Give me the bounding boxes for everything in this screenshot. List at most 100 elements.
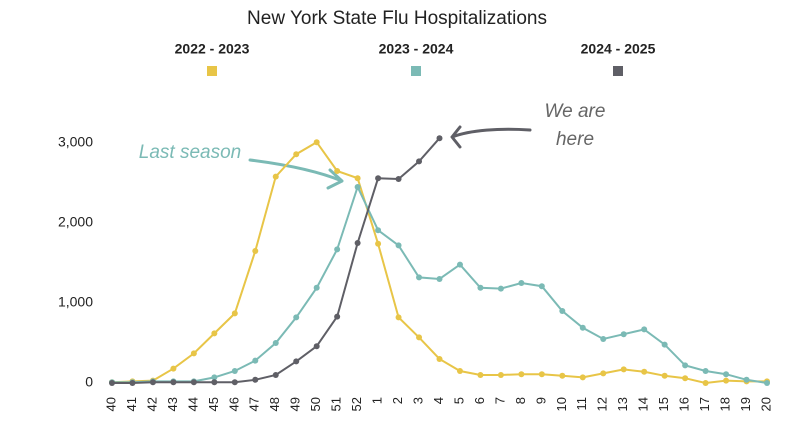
y-tick-label: 0 xyxy=(85,374,93,390)
data-point xyxy=(170,365,177,372)
x-tick-label: 1 xyxy=(370,397,385,404)
x-tick-label: 49 xyxy=(288,397,303,411)
x-tick-label: 5 xyxy=(451,397,466,404)
x-tick-label: 9 xyxy=(533,397,548,404)
data-point xyxy=(354,184,361,190)
data-point xyxy=(559,372,566,379)
x-tick-label: 10 xyxy=(554,397,569,411)
data-point xyxy=(293,358,300,365)
data-point xyxy=(211,379,218,386)
data-point xyxy=(272,372,279,378)
data-point xyxy=(682,362,689,369)
y-tick-label: 2,000 xyxy=(58,214,93,230)
data-point xyxy=(723,371,730,378)
x-tick-label: 16 xyxy=(677,397,692,411)
data-point xyxy=(416,274,423,281)
data-point xyxy=(702,380,709,386)
annotation-arrow xyxy=(450,125,532,149)
x-tick-label: 17 xyxy=(697,397,712,411)
legend-swatch xyxy=(411,66,421,76)
data-point xyxy=(375,240,382,247)
x-tick-label: 12 xyxy=(595,397,610,411)
series-line xyxy=(112,184,768,384)
x-tick-label: 50 xyxy=(308,397,323,411)
x-tick-label: 46 xyxy=(226,397,241,411)
data-point xyxy=(231,379,238,386)
data-point xyxy=(456,261,463,268)
x-tick-label: 11 xyxy=(574,397,589,411)
data-point xyxy=(354,175,361,182)
data-point xyxy=(456,368,463,374)
data-point xyxy=(293,314,300,321)
data-point xyxy=(395,242,402,249)
x-tick-label: 52 xyxy=(349,397,364,411)
data-point xyxy=(641,326,648,333)
data-point xyxy=(538,283,545,290)
data-point xyxy=(538,371,545,378)
annotation: We are xyxy=(545,101,606,122)
annotation: here xyxy=(556,129,594,150)
x-tick-label: 40 xyxy=(103,397,118,411)
data-point xyxy=(129,380,136,386)
data-point xyxy=(395,314,402,321)
annotation: Last season xyxy=(139,142,241,163)
x-tick-label: 48 xyxy=(267,397,282,411)
x-tick-label: 18 xyxy=(718,397,733,411)
data-point xyxy=(293,151,300,158)
data-point xyxy=(109,380,115,386)
data-point xyxy=(436,135,443,142)
x-tick-label: 7 xyxy=(492,397,507,404)
x-tick-label: 2 xyxy=(390,397,405,404)
data-point xyxy=(272,340,279,346)
x-tick-label: 20 xyxy=(758,397,773,411)
x-tick-label: 8 xyxy=(513,397,528,404)
y-tick-label: 3,000 xyxy=(58,134,93,150)
data-point xyxy=(743,376,750,383)
data-point xyxy=(497,372,504,378)
data-point xyxy=(252,357,259,364)
x-tick-label: 44 xyxy=(185,397,200,411)
data-point xyxy=(375,227,382,234)
data-point xyxy=(702,368,709,374)
data-point xyxy=(661,341,668,348)
legend-label: 2023 - 2024 xyxy=(379,41,454,57)
legend-label: 2024 - 2025 xyxy=(581,41,656,57)
data-point xyxy=(559,308,566,314)
data-point xyxy=(211,374,218,381)
data-point xyxy=(661,372,668,379)
series-line xyxy=(111,140,767,385)
data-point xyxy=(231,368,238,374)
x-tick-label: 47 xyxy=(247,397,262,411)
data-point xyxy=(600,370,607,377)
x-tick-label: 51 xyxy=(329,397,344,411)
x-tick-label: 19 xyxy=(738,397,753,411)
data-point xyxy=(354,240,361,246)
data-point xyxy=(416,334,423,341)
data-point xyxy=(477,372,484,378)
data-point xyxy=(497,285,504,292)
data-point xyxy=(170,379,177,386)
y-tick-label: 1,000 xyxy=(58,294,93,310)
data-point xyxy=(334,313,341,320)
x-tick-label: 41 xyxy=(124,397,139,411)
legend-label: 2022 - 2023 xyxy=(175,41,250,57)
data-point xyxy=(334,168,341,174)
data-point xyxy=(334,246,341,253)
data-point xyxy=(518,371,525,378)
data-point xyxy=(211,330,218,337)
data-point xyxy=(395,176,402,182)
data-point xyxy=(190,379,197,386)
data-point xyxy=(313,284,320,291)
data-point xyxy=(620,331,627,338)
chart-title: New York State Flu Hospitalizations xyxy=(247,8,547,29)
data-point xyxy=(579,374,586,381)
x-tick-label: 43 xyxy=(165,397,180,411)
data-point xyxy=(149,379,156,386)
data-point xyxy=(579,324,586,331)
data-point xyxy=(723,377,730,384)
x-tick-label: 6 xyxy=(472,397,487,404)
data-point xyxy=(416,158,423,165)
x-tick-label: 42 xyxy=(144,397,159,411)
data-point xyxy=(620,366,627,373)
